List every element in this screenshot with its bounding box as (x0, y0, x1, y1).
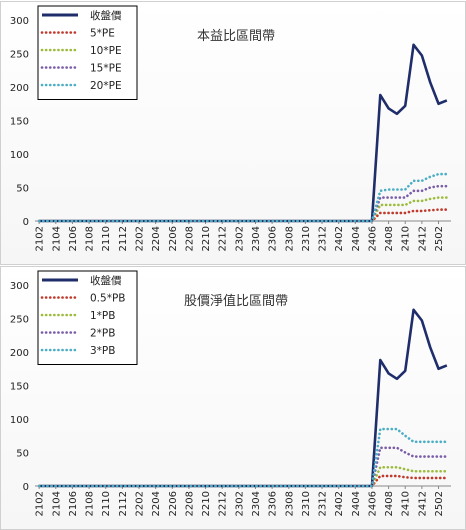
x-tick-label: 2410 (401, 491, 412, 516)
series-line-1*PB (37, 465, 449, 488)
x-tick-label: 2408 (384, 491, 395, 516)
pe-band-chart: 0 50 100 150 200 250 300 2102 2104 2106 2108 2110 21… (10, 5, 451, 251)
x-tick-label: 2206 (168, 226, 179, 251)
x-tick-label: 2102 (35, 491, 46, 516)
legend-label: 15*PE (90, 63, 122, 75)
x-tick-label: 2302 (234, 226, 245, 251)
x-tick-label: 2208 (184, 491, 195, 516)
x-tick-label: 2210 (201, 226, 212, 251)
x-tick-label: 2104 (51, 226, 62, 251)
x-tick-label: 2304 (251, 226, 262, 251)
chart-legend: 收盤價 0.5*PB 1*PB 2*PB 3*PB (37, 270, 138, 365)
x-tick-label: 2112 (118, 226, 129, 251)
y-tick-label: 250 (10, 315, 29, 326)
x-tick-label: 2206 (168, 491, 179, 516)
x-tick-label: 2202 (135, 226, 146, 251)
x-tick-label: 2106 (68, 226, 79, 251)
pe-band-chart-panel: 0 50 100 150 200 250 300 2102 2104 2106 2108 2110 21… (0, 1, 466, 265)
series-line-3*PB (37, 427, 449, 488)
x-tick-label: 2210 (201, 491, 212, 516)
x-tick-label: 2404 (351, 491, 362, 516)
x-tick-label: 2406 (367, 491, 378, 516)
y-tick-label: 300 (10, 281, 29, 292)
x-tick-label: 2310 (301, 491, 312, 516)
y-tick-label: 150 (10, 117, 29, 128)
x-tick-label: 2410 (401, 226, 412, 251)
x-tick-label: 2310 (301, 226, 312, 251)
x-tick-label: 2204 (151, 226, 162, 251)
y-tick-label: 50 (16, 184, 29, 195)
legend-label: 3*PB (90, 345, 115, 357)
x-tick-label: 2402 (334, 491, 345, 516)
legend-label: 5*PE (90, 28, 115, 40)
x-tick-label: 2308 (284, 491, 295, 516)
x-tick-label: 2306 (268, 226, 279, 251)
x-tick-label: 2204 (151, 491, 162, 516)
series-line-5*PE (37, 208, 449, 223)
x-tick-label: 2212 (218, 491, 229, 516)
legend-label: 0.5*PB (90, 293, 125, 305)
x-tick-label: 2104 (51, 491, 62, 516)
x-tick-label: 2412 (417, 491, 428, 516)
y-tick-label: 200 (10, 83, 29, 94)
x-tick-label: 2302 (234, 491, 245, 516)
x-tick-label: 2102 (35, 226, 46, 251)
chart-title: 本益比區間帶 (197, 29, 275, 44)
series-line-15*PE (37, 184, 449, 223)
x-tick-label: 2406 (367, 226, 378, 251)
legend-label: 10*PE (90, 45, 122, 57)
x-tick-label: 2208 (184, 226, 195, 251)
x-tick-label: 2106 (68, 491, 79, 516)
series-line-10*PE (37, 196, 449, 223)
y-tick-label: 250 (10, 50, 29, 61)
legend-label: 1*PB (90, 310, 115, 322)
chart-legend: 收盤價 5*PE 10*PE 15*PE 20*PE (37, 5, 138, 100)
legend-box (37, 5, 138, 100)
legend-label: 2*PB (90, 328, 115, 340)
x-tick-label: 2402 (334, 226, 345, 251)
x-tick-label: 2502 (434, 226, 445, 251)
x-tick-label: 2312 (318, 491, 329, 516)
y-tick-label: 200 (10, 348, 29, 359)
y-tick-label: 0 (23, 217, 29, 228)
pb-band-chart-panel: 0 50 100 150 200 250 300 2102 2104 2106 2108 2110 21… (0, 266, 466, 530)
series-line-0.5*PB (37, 474, 449, 488)
x-tick-label: 2308 (284, 226, 295, 251)
y-tick-label: 100 (10, 150, 29, 161)
pb-band-chart: 0 50 100 150 200 250 300 2102 2104 2106 2108 2110 21… (10, 270, 451, 516)
x-tick-label: 2412 (417, 226, 428, 251)
legend-box (37, 270, 138, 365)
y-tick-label: 150 (10, 382, 29, 393)
y-tick-label: 300 (10, 16, 29, 27)
y-tick-label: 50 (16, 449, 29, 460)
legend-label: 收盤價 (90, 9, 122, 22)
x-tick-label: 2312 (318, 226, 329, 251)
x-tick-label: 2112 (118, 491, 129, 516)
x-tick-label: 2110 (101, 491, 112, 516)
x-tick-label: 2502 (434, 491, 445, 516)
x-tick-label: 2202 (135, 491, 146, 516)
x-tick-label: 2306 (268, 491, 279, 516)
legend-label: 20*PE (90, 80, 122, 92)
x-tick-label: 2304 (251, 491, 262, 516)
chart-title: 股價淨值比區間帶 (184, 293, 288, 309)
x-tick-label: 2108 (85, 491, 96, 516)
x-tick-label: 2408 (384, 226, 395, 251)
legend-label: 收盤價 (90, 274, 122, 287)
series-line-20*PE (37, 172, 449, 223)
y-tick-label: 0 (23, 482, 29, 493)
x-tick-label: 2404 (351, 226, 362, 251)
series-line-2*PB (37, 446, 449, 488)
x-tick-label: 2212 (218, 226, 229, 251)
y-tick-label: 100 (10, 415, 29, 426)
x-tick-label: 2110 (101, 226, 112, 251)
x-tick-label: 2108 (85, 226, 96, 251)
